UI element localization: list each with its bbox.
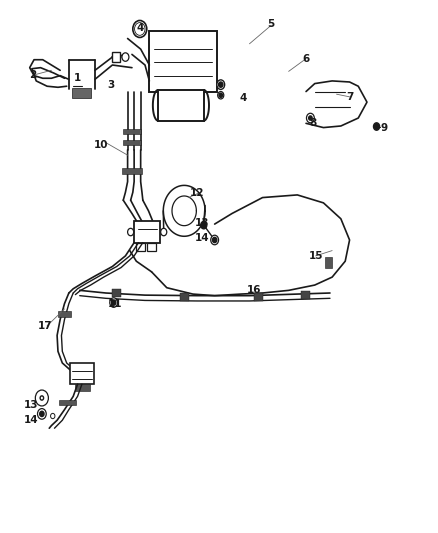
Bar xyxy=(149,30,217,92)
Bar xyxy=(254,293,262,302)
Text: 11: 11 xyxy=(108,298,123,309)
Bar xyxy=(147,243,156,251)
Circle shape xyxy=(218,92,224,99)
Text: 5: 5 xyxy=(268,19,275,29)
Circle shape xyxy=(40,396,44,400)
Text: 8: 8 xyxy=(309,118,316,128)
Text: 17: 17 xyxy=(38,321,52,331)
Circle shape xyxy=(136,25,143,33)
Text: 1: 1 xyxy=(74,73,81,83)
Bar xyxy=(123,128,141,134)
Circle shape xyxy=(217,80,225,90)
Bar xyxy=(59,400,76,406)
Bar xyxy=(74,384,90,391)
Circle shape xyxy=(134,22,145,35)
Bar xyxy=(70,363,94,384)
Bar xyxy=(58,311,71,317)
Circle shape xyxy=(211,235,219,245)
Text: 12: 12 xyxy=(190,188,205,198)
Circle shape xyxy=(307,114,314,123)
Circle shape xyxy=(133,20,147,37)
Text: 4: 4 xyxy=(136,23,144,33)
Circle shape xyxy=(374,123,380,130)
Circle shape xyxy=(212,237,217,243)
Circle shape xyxy=(50,414,55,419)
Circle shape xyxy=(161,228,167,236)
Text: 14: 14 xyxy=(195,233,210,244)
Text: 6: 6 xyxy=(302,54,310,63)
Circle shape xyxy=(127,228,134,236)
Text: 16: 16 xyxy=(247,285,261,295)
Bar xyxy=(122,168,142,174)
Circle shape xyxy=(219,82,223,87)
Text: 9: 9 xyxy=(381,123,388,133)
Circle shape xyxy=(122,53,129,61)
Text: 10: 10 xyxy=(93,140,108,150)
Text: 14: 14 xyxy=(24,415,38,425)
Circle shape xyxy=(219,93,223,98)
Bar xyxy=(72,88,92,99)
Text: 4: 4 xyxy=(239,93,247,103)
Circle shape xyxy=(38,393,46,403)
Circle shape xyxy=(201,221,207,229)
Bar xyxy=(123,140,141,144)
Bar xyxy=(134,221,160,243)
Text: 15: 15 xyxy=(308,251,323,261)
Text: 13: 13 xyxy=(24,400,38,410)
Bar xyxy=(180,293,188,302)
Bar xyxy=(136,243,145,251)
Text: 7: 7 xyxy=(346,92,353,102)
Circle shape xyxy=(110,298,117,308)
Bar xyxy=(158,90,204,120)
Circle shape xyxy=(40,411,44,417)
Bar xyxy=(301,291,310,300)
Circle shape xyxy=(35,390,48,406)
Text: 3: 3 xyxy=(107,79,115,90)
Circle shape xyxy=(309,116,312,120)
Circle shape xyxy=(112,300,116,305)
Circle shape xyxy=(38,409,46,419)
Bar xyxy=(325,257,332,268)
Bar xyxy=(113,52,120,62)
Text: 2: 2 xyxy=(29,70,36,79)
Bar xyxy=(113,289,121,297)
Text: 13: 13 xyxy=(195,218,210,228)
